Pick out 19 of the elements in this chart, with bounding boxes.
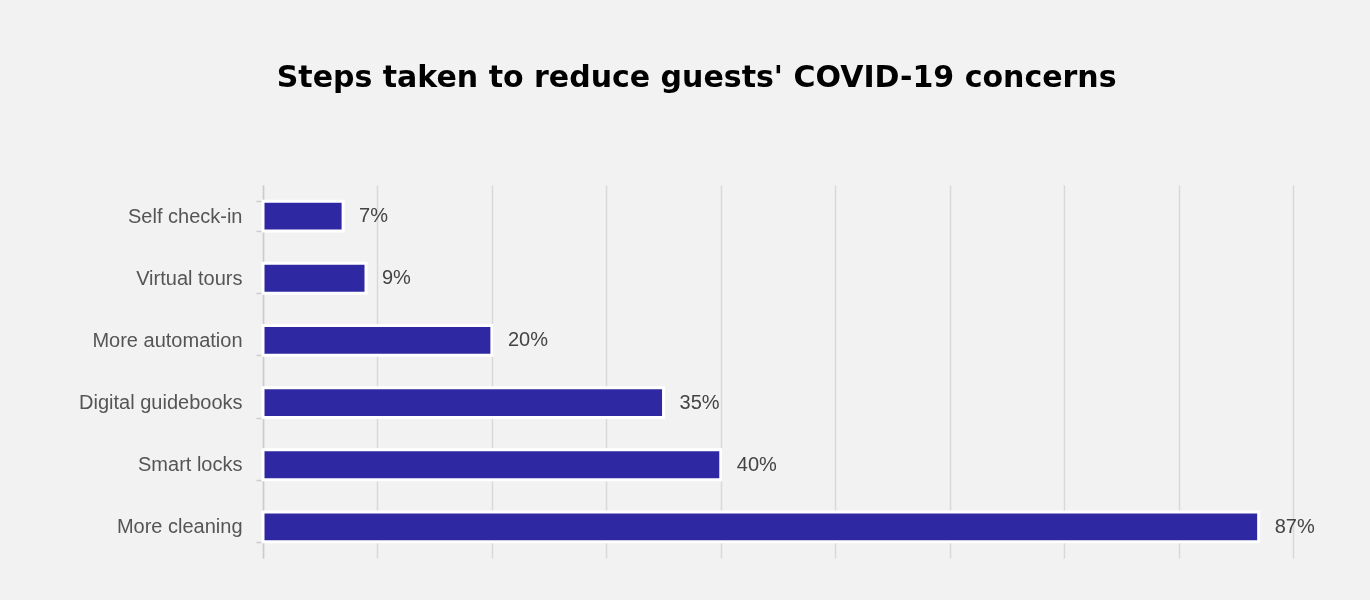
chart-title: Steps taken to reduce guests' COVID-19 concerns xyxy=(276,59,1117,94)
data-label: 7% xyxy=(359,204,389,227)
data-label: 20% xyxy=(507,328,549,351)
data-label: 40% xyxy=(736,452,778,475)
data-label: 87% xyxy=(1274,514,1315,537)
y-tick-label: More automation xyxy=(92,328,243,351)
bar xyxy=(261,386,666,419)
bar xyxy=(261,261,368,295)
data-label: 35% xyxy=(679,390,720,413)
bar xyxy=(261,324,494,357)
y-tick-label: More cleaning xyxy=(116,515,243,538)
bar xyxy=(261,199,345,233)
y-tick-label: Smart locks xyxy=(138,453,243,476)
data-label: 9% xyxy=(382,266,412,289)
y-tick-label: Digital guidebooks xyxy=(79,391,243,414)
y-tick-label: Self check-in xyxy=(128,204,243,227)
bar xyxy=(261,510,1261,544)
y-tick-label: Virtual tours xyxy=(136,266,243,289)
bar xyxy=(261,448,723,482)
